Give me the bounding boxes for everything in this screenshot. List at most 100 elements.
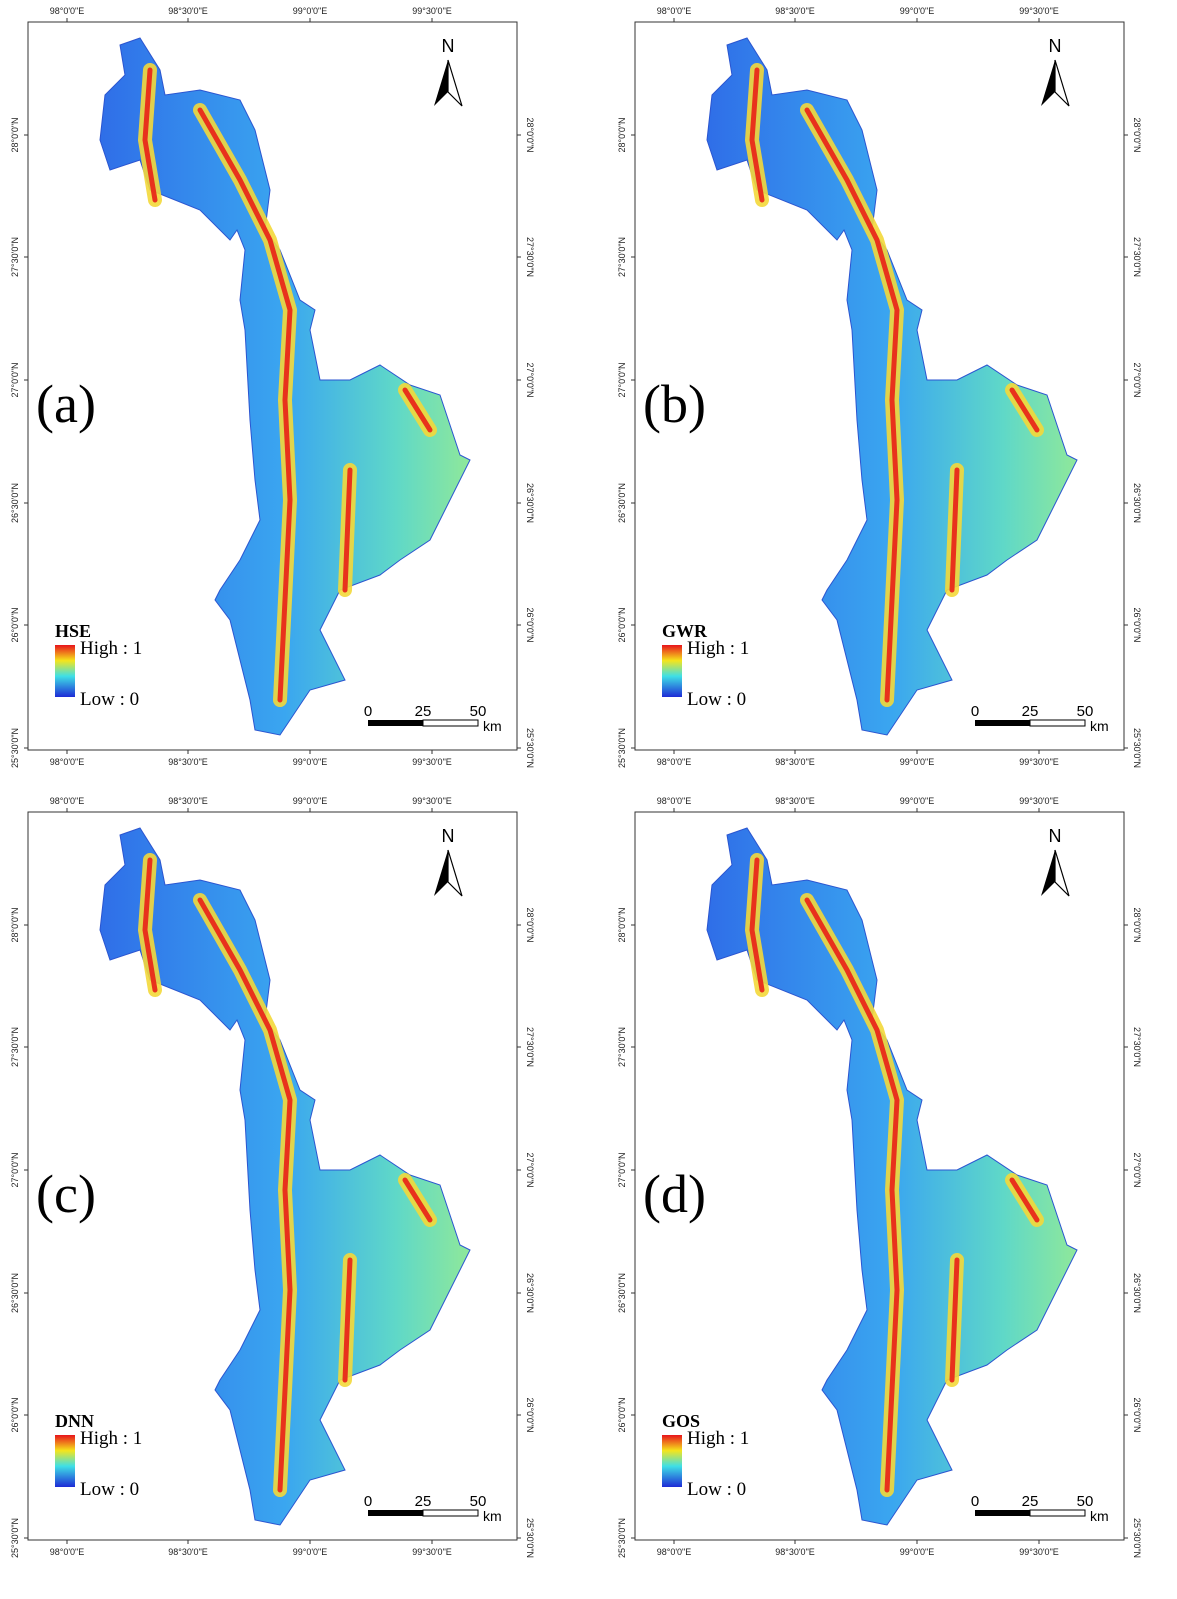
longitude-label: 98°0'0"E bbox=[50, 796, 85, 806]
north-label: N bbox=[442, 826, 455, 846]
latitude-label: 27°30'0"N bbox=[525, 1027, 535, 1067]
scale-bar-white bbox=[422, 1509, 479, 1517]
latitude-label: 26°0'0"N bbox=[1132, 1397, 1142, 1432]
valley-core bbox=[342, 467, 353, 593]
latitude-label: 27°0'0"N bbox=[617, 362, 627, 397]
scale-label: 0 bbox=[364, 703, 372, 720]
longitude-label: 99°0'0"E bbox=[900, 796, 935, 806]
latitude-label: 26°0'0"N bbox=[1132, 607, 1142, 642]
map-panel: 98°0'0"E 98°0'0"E 98°30'0"E 98°30'0"E 99°0'0… bbox=[617, 796, 1142, 1558]
longitude-label: 98°30'0"E bbox=[168, 6, 208, 16]
valley-core bbox=[949, 1257, 960, 1383]
latitude-label: 27°0'0"N bbox=[525, 1152, 535, 1187]
scale-label: 25 bbox=[1022, 1493, 1039, 1510]
latitude-label: 26°30'0"N bbox=[10, 1273, 20, 1313]
latitude-label: 27°30'0"N bbox=[525, 237, 535, 277]
legend-title: DNN bbox=[55, 1411, 94, 1431]
latitude-label: 25°30'0"N bbox=[1132, 728, 1142, 768]
scale-bar-white bbox=[1029, 719, 1086, 727]
scale-unit: km bbox=[483, 718, 502, 734]
panel-label: (c) bbox=[36, 1164, 96, 1224]
latitude-label: 28°0'0"N bbox=[525, 117, 535, 152]
scale-label: 25 bbox=[415, 703, 432, 720]
longitude-label: 99°0'0"E bbox=[900, 757, 935, 767]
panel-label: (a) bbox=[36, 374, 96, 434]
longitude-label: 98°30'0"E bbox=[775, 6, 815, 16]
longitude-label: 98°0'0"E bbox=[50, 1547, 85, 1557]
longitude-label: 99°30'0"E bbox=[1019, 757, 1059, 767]
latitude-label: 28°0'0"N bbox=[617, 907, 627, 942]
latitude-label: 27°30'0"N bbox=[1132, 1027, 1142, 1067]
scale-bar-black bbox=[975, 1510, 1030, 1516]
longitude-label: 98°0'0"E bbox=[50, 6, 85, 16]
scale-label: 50 bbox=[470, 703, 487, 720]
legend-gradient bbox=[55, 645, 75, 697]
valley-core bbox=[142, 67, 158, 203]
latitude-label: 27°30'0"N bbox=[617, 1027, 627, 1067]
latitude-label: 28°0'0"N bbox=[1132, 117, 1142, 152]
north-arrow-right bbox=[447, 849, 463, 897]
legend-title: GWR bbox=[662, 621, 708, 641]
longitude-label: 99°0'0"E bbox=[900, 1547, 935, 1557]
latitude-label: 25°30'0"N bbox=[525, 728, 535, 768]
latitude-label: 27°30'0"N bbox=[10, 1027, 20, 1067]
north-label: N bbox=[1049, 36, 1062, 56]
panel-label: (b) bbox=[643, 374, 706, 434]
valley-core bbox=[142, 857, 158, 993]
scale-label: 0 bbox=[971, 1493, 979, 1510]
north-arrow-left bbox=[1041, 60, 1055, 106]
legend-title: GOS bbox=[662, 1411, 700, 1431]
north-label: N bbox=[1049, 826, 1062, 846]
legend-title: HSE bbox=[55, 621, 91, 641]
north-arrow-left bbox=[1041, 850, 1055, 896]
scale-unit: km bbox=[1090, 1508, 1109, 1524]
legend-low: Low : 0 bbox=[687, 1479, 746, 1500]
scale-label: 50 bbox=[1077, 703, 1094, 720]
scale-bar-black bbox=[975, 720, 1030, 726]
valley-core bbox=[1009, 387, 1040, 433]
panel-label: (d) bbox=[643, 1164, 706, 1224]
legend-gradient bbox=[662, 645, 682, 697]
scale-label: 0 bbox=[971, 703, 979, 720]
longitude-label: 99°30'0"E bbox=[412, 796, 452, 806]
latitude-label: 27°30'0"N bbox=[1132, 237, 1142, 277]
latitude-label: 26°0'0"N bbox=[617, 1397, 627, 1432]
latitude-label: 26°0'0"N bbox=[617, 607, 627, 642]
north-arrow-right bbox=[1054, 59, 1070, 107]
latitude-label: 28°0'0"N bbox=[525, 907, 535, 942]
latitude-label: 26°0'0"N bbox=[525, 1397, 535, 1432]
latitude-label: 25°30'0"N bbox=[617, 1518, 627, 1558]
north-arrow-left bbox=[434, 60, 448, 106]
longitude-label: 98°0'0"E bbox=[657, 6, 692, 16]
latitude-label: 26°30'0"N bbox=[525, 1273, 535, 1313]
latitude-label: 27°0'0"N bbox=[10, 362, 20, 397]
longitude-label: 99°30'0"E bbox=[412, 1547, 452, 1557]
latitude-label: 28°0'0"N bbox=[1132, 907, 1142, 942]
longitude-label: 98°30'0"E bbox=[775, 757, 815, 767]
legend-gradient bbox=[55, 1435, 75, 1487]
longitude-label: 98°30'0"E bbox=[168, 796, 208, 806]
latitude-label: 27°30'0"N bbox=[10, 237, 20, 277]
latitude-label: 25°30'0"N bbox=[617, 728, 627, 768]
latitude-label: 26°30'0"N bbox=[617, 483, 627, 523]
legend-low: Low : 0 bbox=[80, 1479, 139, 1500]
latitude-label: 25°30'0"N bbox=[10, 728, 20, 768]
valley-core bbox=[197, 107, 293, 703]
scale-bar-white bbox=[1029, 1509, 1086, 1517]
latitude-label: 26°30'0"N bbox=[10, 483, 20, 523]
longitude-label: 99°0'0"E bbox=[293, 796, 328, 806]
latitude-label: 26°0'0"N bbox=[525, 607, 535, 642]
valley-core bbox=[197, 897, 293, 1493]
map-panel: 98°0'0"E 98°0'0"E 98°30'0"E 98°30'0"E 99°0'0… bbox=[10, 6, 535, 768]
latitude-label: 27°0'0"N bbox=[525, 362, 535, 397]
valley-core bbox=[949, 467, 960, 593]
longitude-label: 99°0'0"E bbox=[293, 6, 328, 16]
longitude-label: 99°30'0"E bbox=[412, 6, 452, 16]
legend-gradient bbox=[662, 1435, 682, 1487]
longitude-label: 98°30'0"E bbox=[168, 757, 208, 767]
scale-bar-black bbox=[368, 1510, 423, 1516]
longitude-label: 99°0'0"E bbox=[293, 1547, 328, 1557]
latitude-label: 26°0'0"N bbox=[10, 1397, 20, 1432]
north-arrow-right bbox=[1054, 849, 1070, 897]
